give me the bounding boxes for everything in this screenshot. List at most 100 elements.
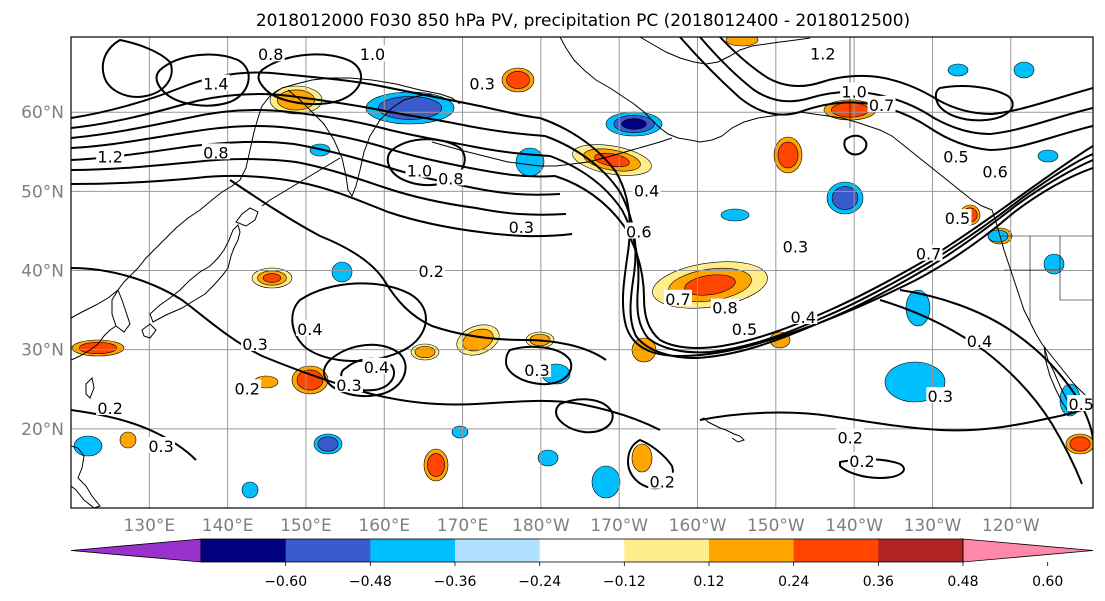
contour-label: 0.6 <box>626 223 651 242</box>
precipitation-anomaly-patch <box>331 261 353 283</box>
longitude-tick-label: 130°E <box>123 516 175 536</box>
contour-label: 1.0 <box>360 45 385 64</box>
contour-label: 0.8 <box>438 169 463 188</box>
contour-label-gap <box>147 437 176 454</box>
coastline-korea <box>111 288 131 333</box>
contour-label: 0.2 <box>234 379 259 398</box>
precipitation-anomaly-patch <box>119 431 137 449</box>
precipitation-anomaly-patch <box>317 436 339 452</box>
coastline-china <box>71 325 117 361</box>
contour-label-gap <box>941 147 970 164</box>
precipitation-anomaly-patch <box>1037 149 1059 163</box>
colorbar-tick-label: 0.36 <box>863 574 894 590</box>
coastline-japan <box>149 224 241 323</box>
precipitation-anomaly-patch <box>1013 61 1035 79</box>
colorbar-segment <box>285 539 371 562</box>
contour-label-gap <box>507 217 536 234</box>
contour-label: 0.3 <box>148 437 173 456</box>
longitude-tick-label: 130°W <box>904 516 962 536</box>
contour-label-gap <box>808 44 837 61</box>
contour-label: 0.6 <box>982 162 1007 181</box>
figure-title: 2018012000 F030 850 hPa PV, precipitatio… <box>256 11 910 31</box>
precipitation-anomaly-patch <box>537 449 559 467</box>
latitude-tick-label: 40°N <box>21 262 64 282</box>
coastline-baja <box>1043 345 1073 415</box>
contour-label: 0.2 <box>849 452 874 471</box>
coastline-asia <box>71 77 461 319</box>
contour-label-gap <box>965 331 994 348</box>
coastline-kyushu <box>141 323 157 339</box>
coastline-alaska <box>559 37 993 211</box>
contour-label: 0.2 <box>97 399 122 418</box>
contour-label: 0.4 <box>791 308 816 327</box>
contour-label-gap <box>362 357 391 374</box>
contour-label-gap <box>436 169 465 186</box>
contour-label: 0.5 <box>1069 395 1094 414</box>
latitude-tick-labels: 20°N 30°N 40°N 50°N 60°N <box>21 103 64 440</box>
coastline-alaska-north <box>639 37 811 65</box>
latitude-tick-label: 60°N <box>21 103 64 123</box>
colorbar-segment <box>539 539 625 562</box>
colorbar-outline <box>200 538 964 563</box>
colorbar-tick-label: −0.48 <box>349 574 392 590</box>
border-states-2 <box>1059 236 1093 301</box>
contour-label: 0.3 <box>336 376 361 395</box>
coastline-hawaii <box>699 417 745 443</box>
precipitation-anomaly-patch <box>591 465 621 499</box>
pv-contours <box>71 37 1093 490</box>
precipitation-anomaly-patch <box>427 453 445 477</box>
colorbar-max-extension <box>962 538 1094 563</box>
longitude-tick-label: 150°W <box>747 516 805 536</box>
precipitation-anomaly-patch <box>631 443 653 473</box>
coastline-hokkaido <box>235 207 259 227</box>
precipitation-anomaly-patch <box>414 345 436 359</box>
longitude-tick-label: 160°E <box>358 516 410 536</box>
contour-label-gap <box>663 289 692 306</box>
contour-label-gap <box>405 161 434 178</box>
precipitation-anomaly-patch <box>73 435 103 457</box>
colorbar-min-extension <box>70 538 202 563</box>
contour-label: 0.2 <box>837 428 862 447</box>
contour-label-gap <box>201 143 230 160</box>
contour-label-gap <box>632 181 661 198</box>
coastlines <box>71 37 1093 508</box>
contour-label-gap <box>256 45 285 62</box>
contour-label: 0.3 <box>524 361 549 380</box>
contour-label: 1.2 <box>97 147 122 166</box>
longitude-tick-label: 160°W <box>669 516 727 536</box>
longitude-tick-label: 170°W <box>590 516 648 536</box>
precipitation-anomaly-patch <box>720 208 750 222</box>
contour-label-gap <box>522 361 551 378</box>
contour-label-gap <box>847 452 876 469</box>
contour-label: 0.4 <box>364 358 389 377</box>
contour-label: 0.8 <box>203 143 228 162</box>
longitude-tick-label: 170°E <box>437 516 489 536</box>
longitude-tick-label: 180°W <box>512 516 570 536</box>
colorbar-segment <box>201 539 287 562</box>
coastline-aleutians <box>431 137 673 167</box>
precipitation-anomaly-patch <box>777 141 799 169</box>
precipitation-anomaly-patch <box>241 481 259 499</box>
contour-label: 0.5 <box>943 147 968 166</box>
precipitation-anomaly-patch <box>451 425 469 439</box>
longitude-tick-label: 140°W <box>825 516 883 536</box>
precipitation-anomaly-patch <box>947 63 969 77</box>
colorbar-tick-label: −0.24 <box>518 574 561 590</box>
contour-label-gap <box>358 45 387 62</box>
colorbar-segments <box>70 538 1094 563</box>
contour-label-gap <box>96 399 125 416</box>
precipitation-anomaly-patch <box>621 118 647 130</box>
latitude-tick-label: 50°N <box>21 182 64 202</box>
contour-label: 1.0 <box>407 162 432 181</box>
latitude-tick-label: 20°N <box>21 420 64 440</box>
longitude-tick-labels: 130°E 140°E 150°E 160°E 170°E 180°W 170°W 160°W… <box>123 516 1039 536</box>
coastline-philippines <box>71 445 101 508</box>
colorbar-segment <box>370 539 456 562</box>
colorbar-segment <box>455 539 541 562</box>
colorbar-segment <box>624 539 710 562</box>
contour-label: 0.7 <box>916 245 941 264</box>
contour-label: 0.2 <box>419 262 444 281</box>
colorbar-tick-label: 0.60 <box>1032 574 1063 590</box>
contour-label-gap <box>710 298 739 315</box>
colorbar-tick-label: −0.36 <box>434 574 477 590</box>
